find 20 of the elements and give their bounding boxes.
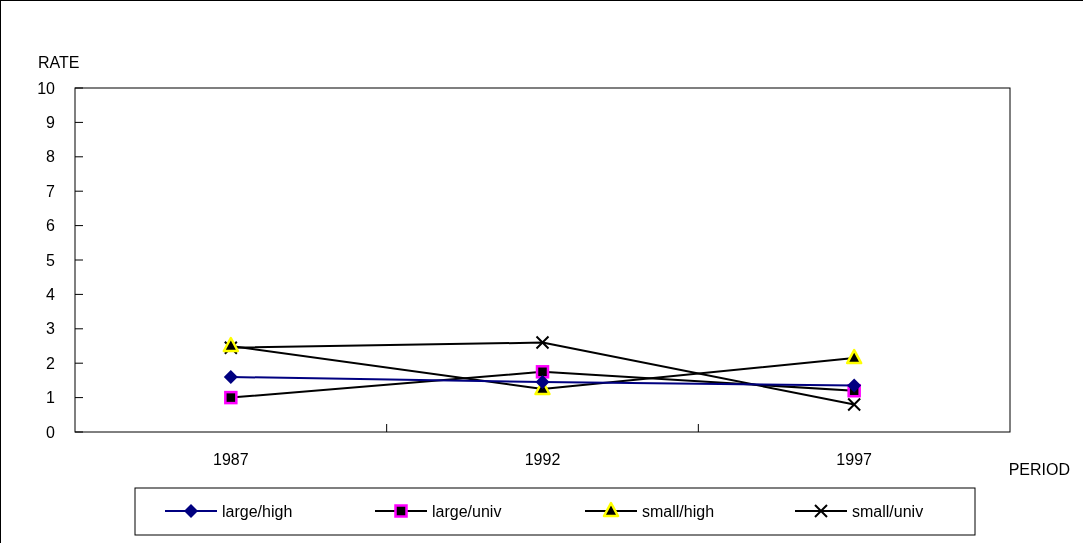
- y-tick-label: 10: [37, 79, 56, 97]
- y-tick-label: 3: [46, 320, 56, 338]
- x-tick-label: 1997: [836, 451, 873, 468]
- legend-label: large/high: [222, 502, 293, 520]
- y-tick-label: 2: [46, 354, 56, 372]
- x-axis-title: PERIOD: [1008, 461, 1070, 478]
- y-tick-label: 6: [46, 217, 56, 235]
- legend-label: small/univ: [852, 502, 924, 520]
- legend-label: small/high: [642, 502, 715, 520]
- y-tick-label: 5: [46, 251, 56, 269]
- y-axis-title: RATE: [38, 54, 80, 71]
- y-tick-label: 0: [46, 423, 56, 441]
- y-tick-label: 1: [46, 389, 56, 407]
- y-tick-label: 9: [46, 114, 56, 131]
- x-tick-label: 1992: [524, 451, 561, 468]
- y-tick-label: 4: [46, 286, 56, 303]
- y-tick-label: 7: [46, 182, 56, 200]
- y-tick-label: 8: [46, 148, 56, 166]
- x-tick-label: 1987: [213, 451, 249, 468]
- legend-label: large/univ: [432, 502, 502, 520]
